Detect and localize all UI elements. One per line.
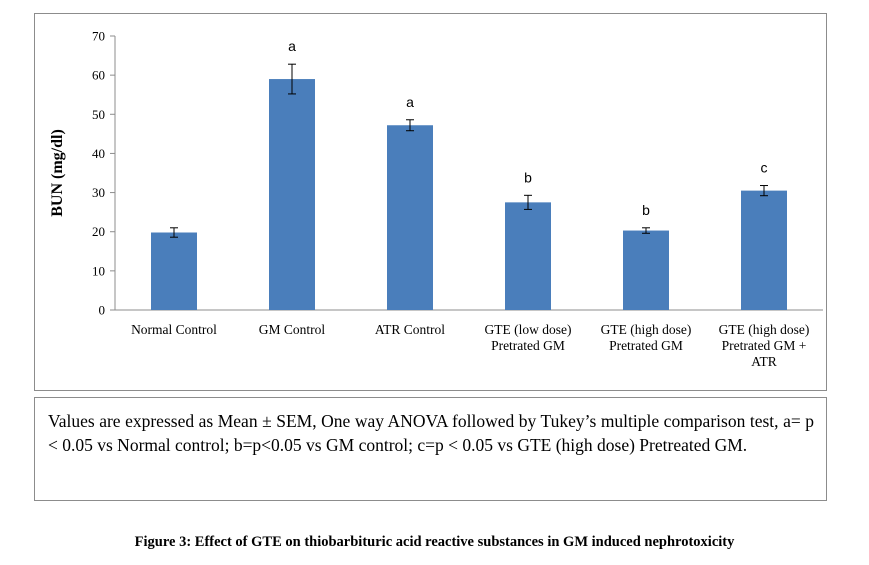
- x-category-label: GTE (low dose) Pretrated GM: [485, 322, 572, 353]
- y-tick-label: 0: [99, 303, 106, 318]
- significance-label: b: [642, 202, 650, 218]
- significance-label: b: [524, 169, 532, 185]
- x-category-label: ATR Control: [375, 322, 445, 337]
- x-category-label-line: Pretrated GM +: [722, 338, 807, 353]
- significance-label: a: [288, 38, 296, 54]
- y-axis-title: BUN (mg/dl): [49, 129, 66, 217]
- bar: [151, 232, 197, 310]
- x-category-label-line: GTE (high dose): [719, 322, 810, 337]
- y-tick-label: 50: [92, 107, 105, 122]
- x-category-label-line: ATR: [751, 354, 777, 369]
- chart-frame: 0 10 20 30 40 50 60 70 BUN (mg/dl) Normal Control…: [34, 13, 827, 391]
- y-tick-label: 20: [92, 224, 105, 239]
- y-tick-label: 10: [92, 263, 105, 278]
- y-tick-label: 30: [92, 185, 105, 200]
- x-category-label: GTE (high dose) Pretrated GM: [601, 322, 692, 353]
- x-category-label: Normal Control: [131, 322, 217, 337]
- bar: [387, 125, 433, 310]
- x-category-label-line: GTE (low dose): [485, 322, 572, 337]
- bar: [269, 79, 315, 310]
- x-category-label-line: Normal Control: [131, 322, 217, 337]
- y-tick-label: 60: [92, 68, 105, 83]
- y-tick-label: 70: [92, 29, 105, 44]
- bar-chart: 0 10 20 30 40 50 60 70 BUN (mg/dl) Normal Control…: [49, 29, 823, 369]
- statistics-note-text: Values are expressed as Mean ± SEM, One …: [48, 411, 814, 455]
- significance-label: a: [406, 94, 414, 110]
- bar: [623, 230, 669, 310]
- x-category-label: GTE (high dose) Pretrated GM + ATR: [719, 322, 810, 369]
- x-category-label-line: ATR Control: [375, 322, 445, 337]
- x-category-label-line: Pretrated GM: [609, 338, 683, 353]
- statistics-note: Values are expressed as Mean ± SEM, One …: [34, 397, 827, 501]
- figure-caption: Figure 3: Effect of GTE on thiobarbituri…: [134, 534, 735, 550]
- x-category-label-line: GTE (high dose): [601, 322, 692, 337]
- bar: [505, 202, 551, 310]
- x-category-label: GM Control: [259, 322, 326, 337]
- bar: [741, 190, 787, 310]
- significance-label: c: [761, 160, 768, 176]
- x-category-label-line: Pretrated GM: [491, 338, 565, 353]
- y-tick-label: 40: [92, 146, 105, 161]
- x-category-label-line: GM Control: [259, 322, 326, 337]
